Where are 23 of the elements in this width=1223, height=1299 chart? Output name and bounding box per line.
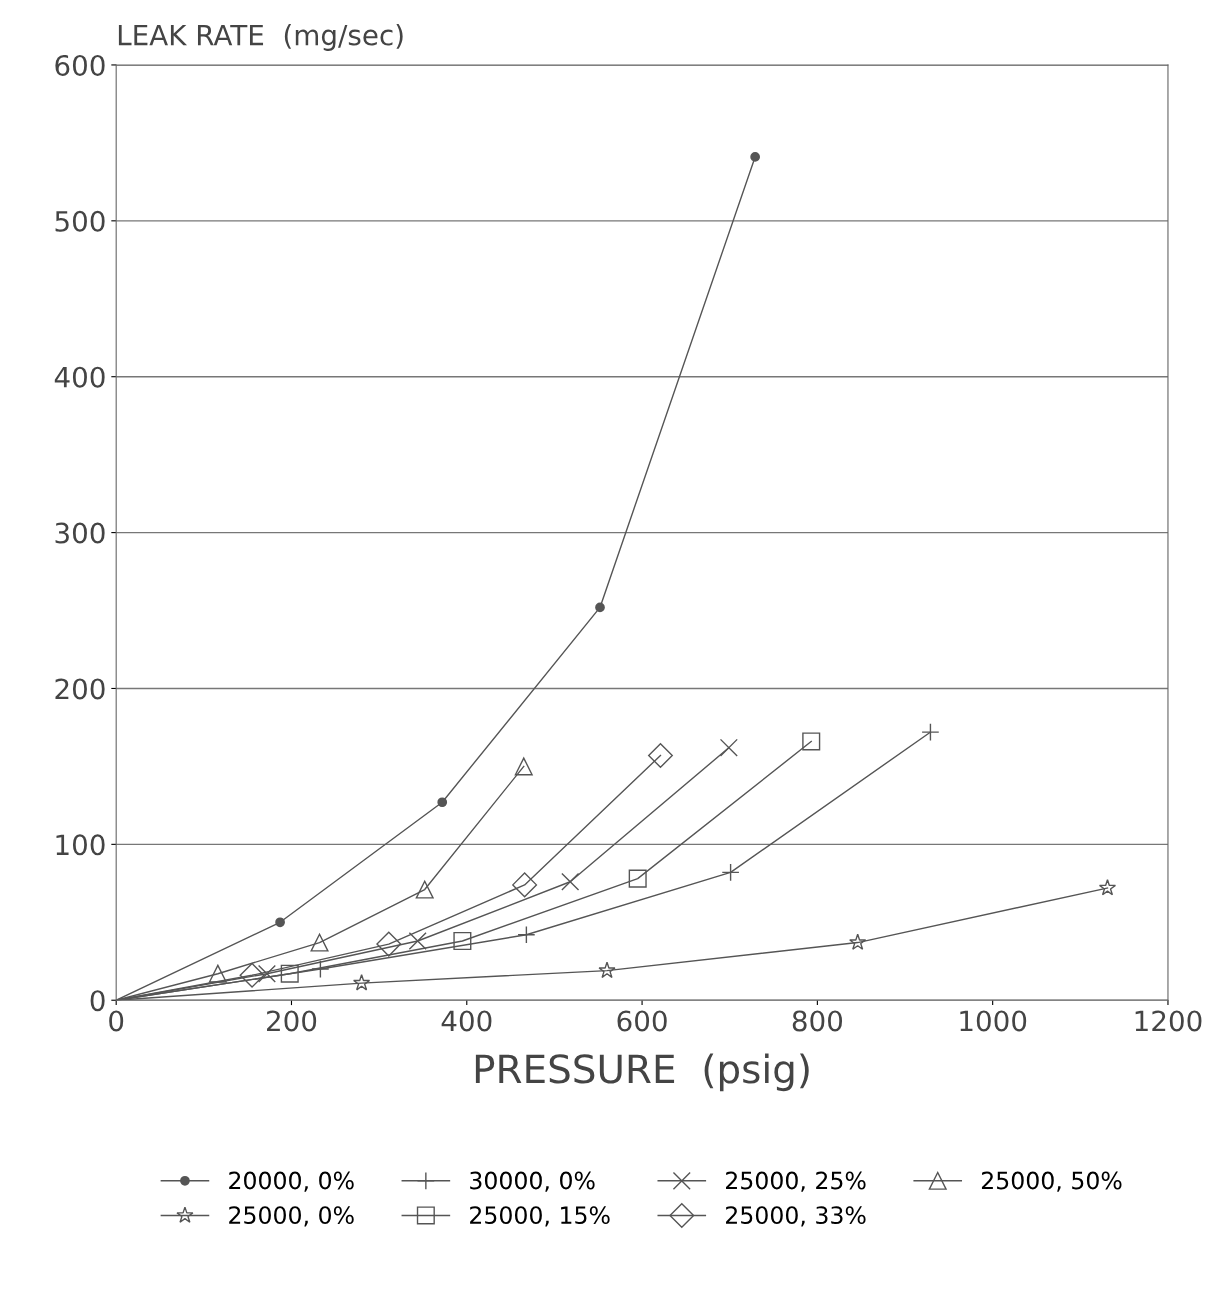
y-axis-title: LEAK RATE (mg/sec) bbox=[118, 24, 403, 51]
y-tick-label: 500 bbox=[55, 210, 105, 232]
x-tick-label: 600 bbox=[617, 1010, 667, 1032]
y-tick-label: 300 bbox=[55, 522, 105, 544]
x-tick-label: 1200 bbox=[1135, 1010, 1202, 1032]
legend-label: 25000, 15% bbox=[470, 1206, 610, 1227]
legend-label: 25000, 25% bbox=[726, 1171, 866, 1192]
x-tick-label: 400 bbox=[441, 1010, 492, 1032]
x-tick-label: 0 bbox=[109, 1010, 124, 1032]
y-tick-label: 200 bbox=[55, 678, 105, 700]
legend-label: 25000, 50% bbox=[981, 1171, 1122, 1192]
legend-label: 25000, 33% bbox=[726, 1206, 866, 1227]
y-tick-label: 600 bbox=[55, 54, 105, 76]
x-tick-label: 200 bbox=[267, 1010, 317, 1032]
legend-label: 20000, 0% bbox=[229, 1171, 354, 1192]
y-tick-label: 0 bbox=[90, 990, 105, 1012]
legend-label: 30000, 0% bbox=[470, 1171, 595, 1192]
x-axis-title: PRESSURE (psig) bbox=[475, 1053, 809, 1092]
y-tick-label: 400 bbox=[54, 366, 105, 388]
y-tick-label: 100 bbox=[56, 834, 105, 856]
x-tick-label: 800 bbox=[792, 1010, 843, 1032]
x-tick-label: 1000 bbox=[960, 1010, 1027, 1032]
legend-label: 25000, 0% bbox=[229, 1206, 354, 1227]
